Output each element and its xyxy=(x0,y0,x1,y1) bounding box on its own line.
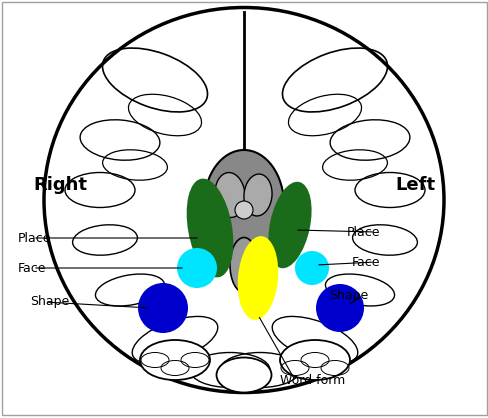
Text: Right: Right xyxy=(33,176,87,194)
Text: Shape: Shape xyxy=(328,290,367,303)
Ellipse shape xyxy=(294,251,328,285)
Ellipse shape xyxy=(177,248,217,288)
Ellipse shape xyxy=(268,182,311,268)
Ellipse shape xyxy=(216,357,271,393)
Ellipse shape xyxy=(138,283,187,333)
Ellipse shape xyxy=(229,237,258,293)
Ellipse shape xyxy=(315,284,363,332)
Text: Face: Face xyxy=(351,255,379,268)
Ellipse shape xyxy=(186,178,233,278)
Ellipse shape xyxy=(280,340,349,380)
Text: Word form: Word form xyxy=(280,374,345,387)
Text: Shape: Shape xyxy=(30,296,69,308)
Ellipse shape xyxy=(237,236,278,320)
Text: Place: Place xyxy=(18,232,51,245)
Ellipse shape xyxy=(244,174,271,216)
Ellipse shape xyxy=(203,150,284,260)
Text: Left: Left xyxy=(394,176,434,194)
Text: Face: Face xyxy=(18,262,46,275)
Ellipse shape xyxy=(235,201,252,219)
Ellipse shape xyxy=(44,8,443,393)
Ellipse shape xyxy=(140,340,209,380)
Ellipse shape xyxy=(215,173,244,217)
Text: Place: Place xyxy=(346,225,379,239)
